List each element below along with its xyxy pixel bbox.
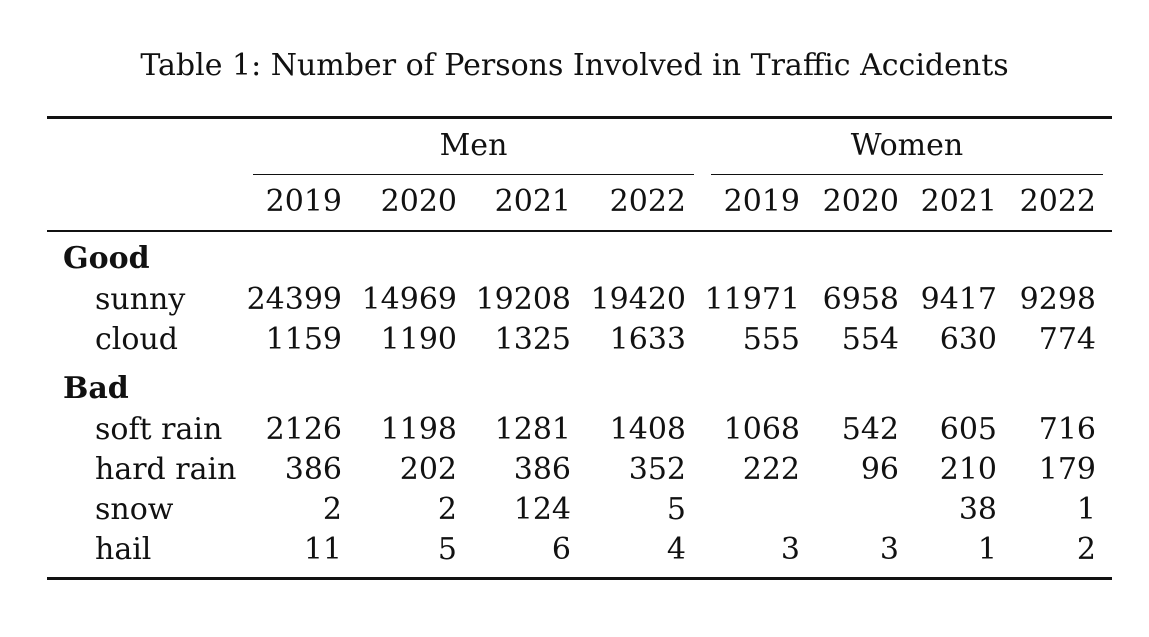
table-cell: 2 [322,492,342,527]
row-label: snow [95,492,174,527]
table-cell: 4 [666,532,686,567]
table-cell: 555 [742,322,800,357]
table-cell: 210 [939,452,997,487]
men-group-rule [253,174,694,175]
table-cell: 1 [1076,492,1096,527]
table-caption: Table 1: Number of Persons Involved in T… [140,48,1009,83]
table-cell: 542 [841,412,899,447]
row-label: sunny [95,282,186,317]
table-cell: 222 [742,452,800,487]
column-header-year: 2020 [822,184,899,219]
column-header-year: 2021 [920,184,997,219]
table-cell: 3 [780,532,800,567]
table-cell: 124 [513,492,571,527]
table-cell: 1281 [494,412,571,447]
table-cell: 630 [939,322,997,357]
table-cell: 9298 [1019,282,1096,317]
table-cell: 179 [1038,452,1096,487]
table-cell: 1633 [609,322,686,357]
column-header-year: 2022 [609,184,686,219]
column-header-year: 2019 [723,184,800,219]
section-label: Bad [63,371,129,406]
table-cell: 1198 [380,412,457,447]
row-label: hail [95,532,152,567]
column-header-year: 2021 [494,184,571,219]
table-cell: 19420 [590,282,686,317]
table-cell: 9417 [920,282,997,317]
section-label: Good [63,241,150,276]
table-cell: 19208 [475,282,571,317]
table-cell: 1068 [723,412,800,447]
table-cell: 1325 [494,322,571,357]
table-cell: 605 [939,412,997,447]
table-cell: 96 [860,452,899,487]
table-cell: 352 [628,452,686,487]
table-cell: 202 [399,452,457,487]
table-cell: 1408 [609,412,686,447]
row-label: cloud [95,322,178,357]
column-header-year: 2020 [380,184,457,219]
group-header-women: Women [850,128,964,163]
table-cell: 5 [666,492,686,527]
table-cell: 1159 [265,322,342,357]
group-header-men: Men [439,128,508,163]
table-cell: 14969 [361,282,457,317]
table-cell: 2 [1076,532,1096,567]
top-rule [47,116,1112,119]
table-cell: 6958 [822,282,899,317]
column-header-year: 2022 [1019,184,1096,219]
table-cell: 1190 [380,322,457,357]
table-cell: 11 [303,532,342,567]
table-cell: 554 [841,322,899,357]
women-group-rule [711,174,1103,175]
table-cell: 6 [551,532,571,567]
row-label: hard rain [95,452,237,487]
bottom-rule [47,577,1112,580]
table-cell: 11971 [704,282,800,317]
table-cell: 5 [437,532,457,567]
column-header-year: 2019 [265,184,342,219]
table-cell: 774 [1038,322,1096,357]
table-cell: 24399 [246,282,342,317]
table-cell: 386 [284,452,342,487]
header-rule [47,230,1112,232]
row-label: soft rain [95,412,223,447]
table-cell: 2126 [265,412,342,447]
table-cell: 716 [1038,412,1096,447]
table-cell: 386 [513,452,571,487]
table-cell: 3 [879,532,899,567]
table-cell: 1 [977,532,997,567]
table-cell: 38 [958,492,997,527]
table-cell: 2 [437,492,457,527]
